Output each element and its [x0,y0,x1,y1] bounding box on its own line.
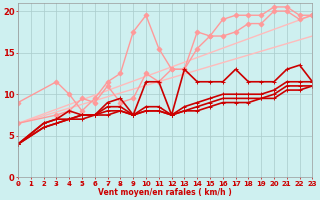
X-axis label: Vent moyen/en rafales ( km/h ): Vent moyen/en rafales ( km/h ) [98,188,232,197]
